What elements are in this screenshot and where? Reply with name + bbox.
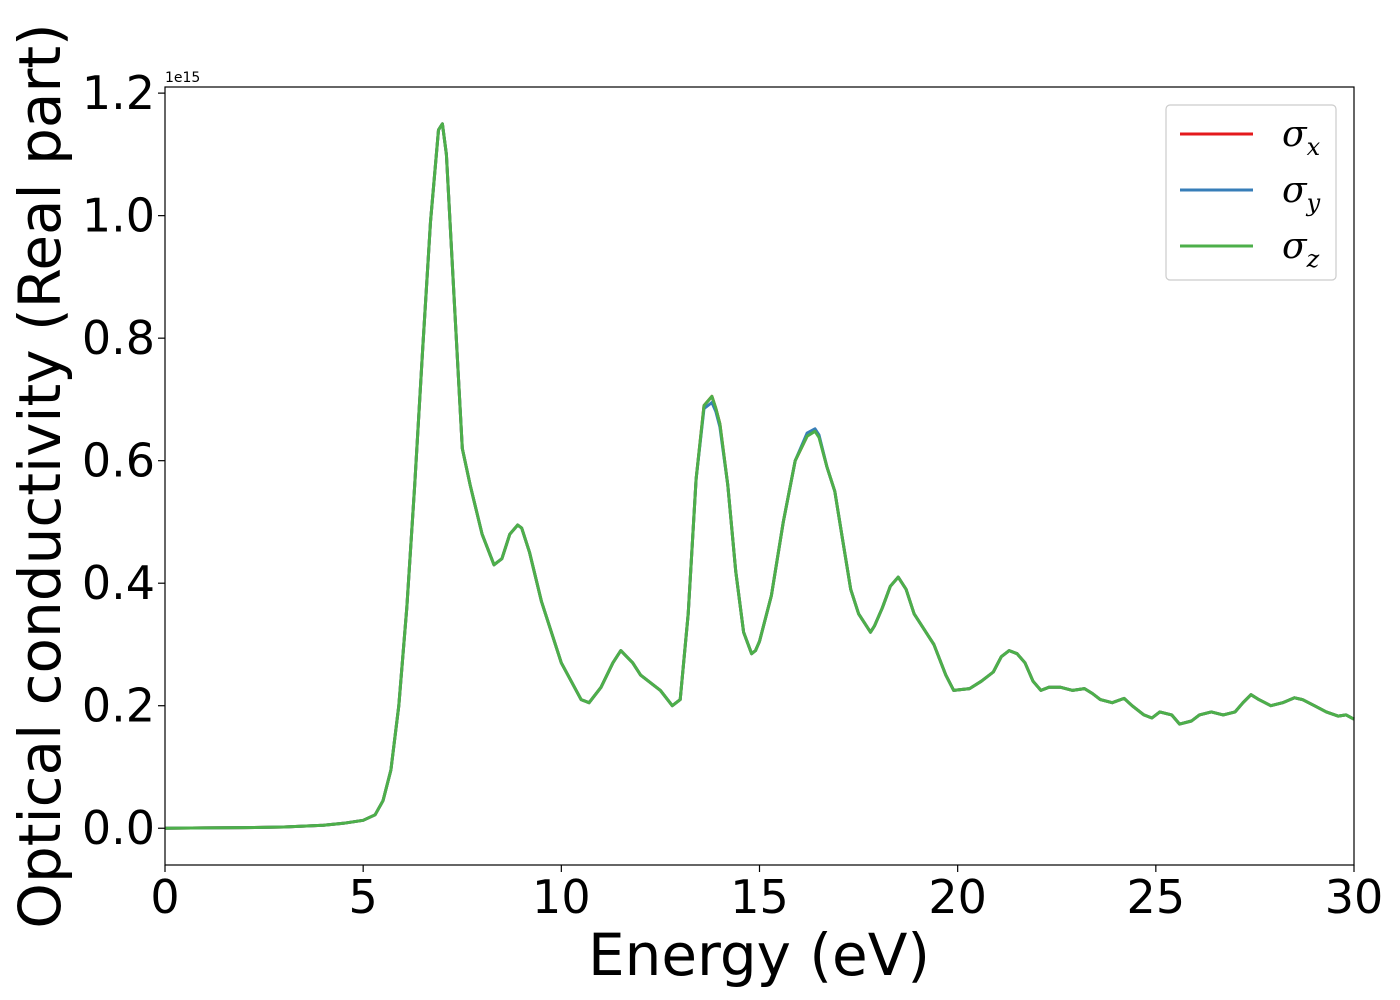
y-tick-label: 0.6 [82,434,155,488]
x-tick-label: 5 [349,870,378,924]
x-axis-label: Energy (eV) [588,921,930,989]
y-offset-label: 1e15 [165,70,200,86]
x-tick-label: 25 [1127,870,1186,924]
x-tick-label: 20 [928,870,987,924]
x-tick-label: 0 [150,870,179,924]
y-axis: 0.0 0.2 0.4 0.6 0.8 1.0 1.2 [82,66,165,855]
y-tick-label: 0.0 [82,801,155,855]
series-layer [164,122,1355,830]
y-tick-label: 1.2 [82,66,155,120]
y-axis-label: Optical conductivity (Real part) [6,23,74,928]
y-tick-label: 0.4 [82,556,155,610]
y-tick-label: 0.8 [82,311,155,365]
series-line-z [164,122,1355,830]
x-tick-label: 15 [730,870,789,924]
x-tick-label: 30 [1325,870,1384,924]
legend-label-z: σz [1282,226,1320,273]
x-axis: 0 5 10 15 20 25 30 [150,865,1383,924]
y-tick-label: 1.0 [82,189,155,243]
y-tick-label: 0.2 [82,679,155,733]
x-tick-label: 10 [532,870,591,924]
legend-frame [1165,104,1337,281]
